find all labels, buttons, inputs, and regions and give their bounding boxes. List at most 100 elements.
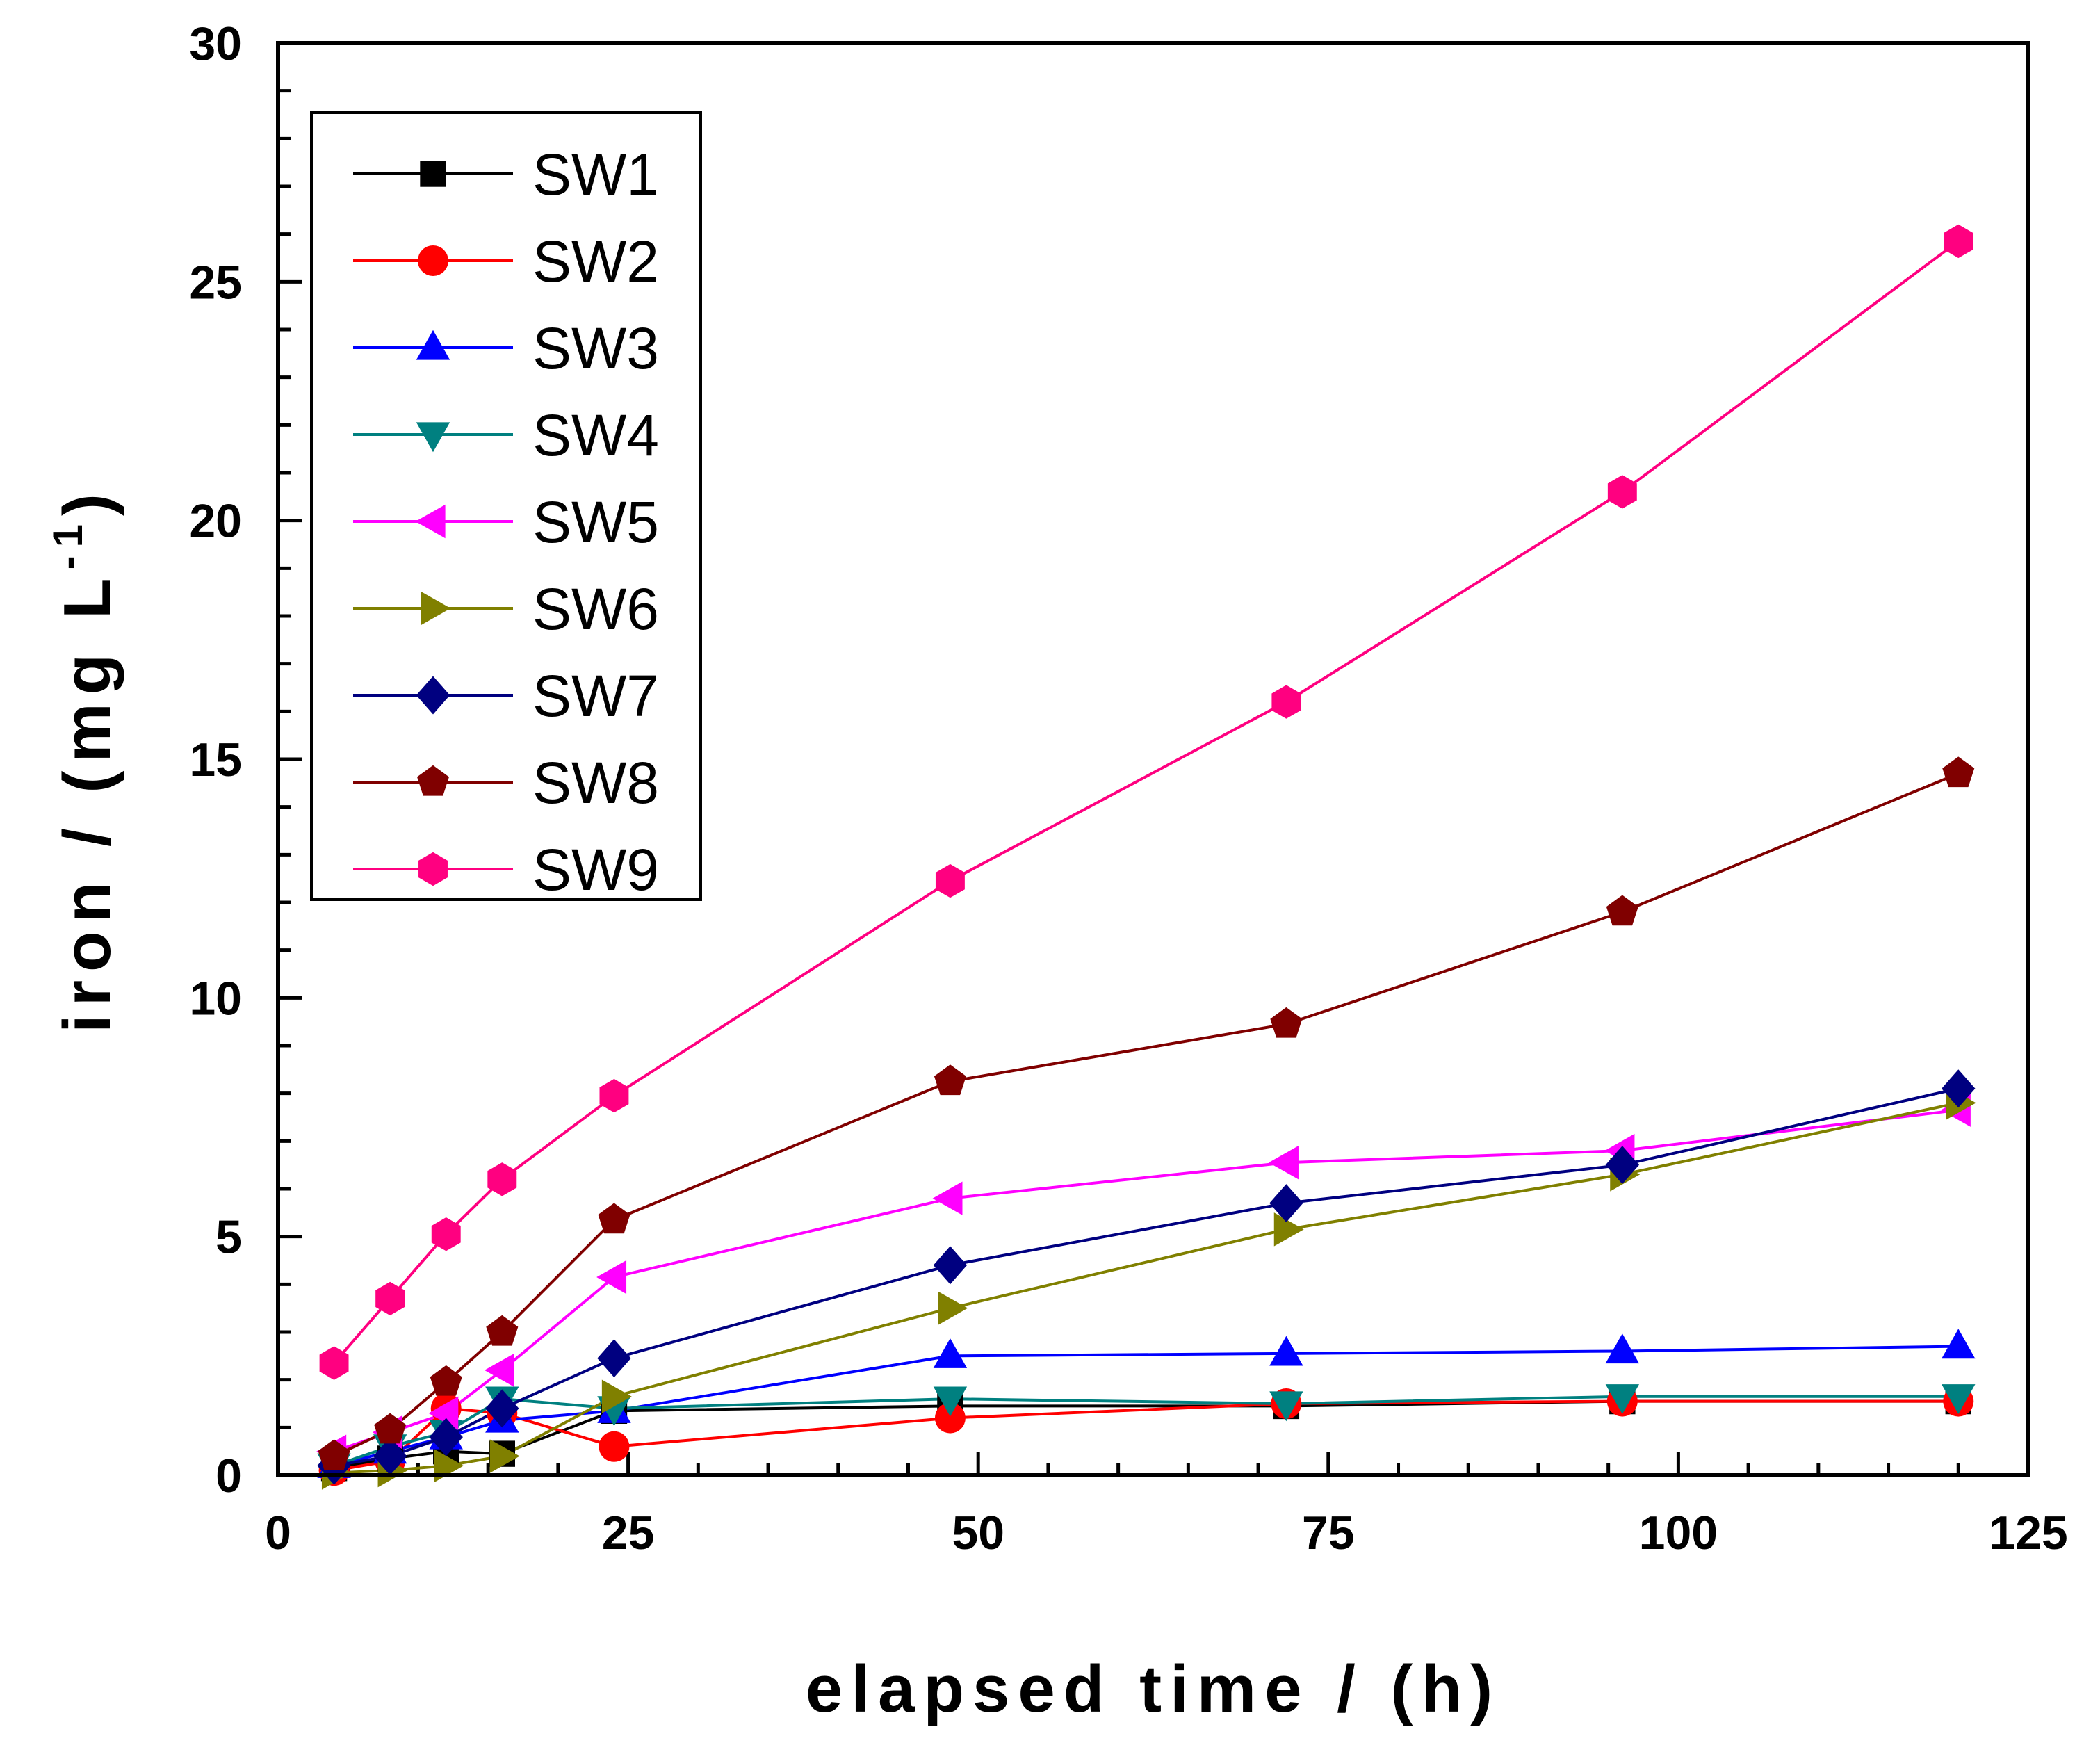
- data-point-sw9: [375, 1281, 405, 1316]
- series-points-sw7: [317, 1069, 1976, 1485]
- data-point-sw7: [1942, 1069, 1976, 1108]
- data-point-sw2: [599, 1431, 630, 1462]
- y-tick-label: 25: [189, 256, 242, 309]
- legend-item-sw1: SW1: [353, 142, 659, 207]
- legend-marker: [418, 852, 448, 886]
- legend-marker: [415, 504, 446, 539]
- data-point-sw8: [934, 1064, 966, 1096]
- tick-labels: 0 25 50 75 100 125 0 5 10 15 20 25 30: [189, 17, 2067, 1559]
- data-point-sw5: [428, 1396, 459, 1430]
- y-tick-label: 10: [189, 972, 242, 1025]
- data-point-sw3: [1269, 1336, 1303, 1366]
- data-point-sw6: [601, 1379, 632, 1413]
- data-point-sw7: [1269, 1184, 1303, 1223]
- data-point-sw9: [431, 1217, 461, 1251]
- legend-item-sw8: SW8: [353, 750, 659, 815]
- data-point-sw5: [932, 1181, 963, 1215]
- data-point-sw8: [1606, 895, 1638, 926]
- data-point-sw4: [1269, 1391, 1303, 1422]
- data-point-sw9: [1607, 475, 1637, 509]
- legend-item-sw7: SW7: [353, 663, 659, 729]
- data-point-sw9: [1271, 685, 1301, 719]
- data-point-sw8: [1270, 1007, 1303, 1038]
- legend-marker: [421, 591, 451, 626]
- legend-box: [310, 111, 702, 901]
- legend-label: SW4: [532, 403, 659, 468]
- data-point-sw3: [1942, 1329, 1976, 1359]
- data-point-sw5: [1269, 1146, 1299, 1180]
- legend-item-sw6: SW6: [353, 576, 659, 642]
- x-tick-label: 25: [602, 1507, 655, 1559]
- data-point-sw7: [485, 1389, 519, 1428]
- data-point-sw4: [1605, 1384, 1640, 1414]
- data-point-sw9: [599, 1078, 629, 1113]
- data-point-sw8: [318, 1439, 350, 1470]
- legend-label: SW8: [532, 750, 659, 815]
- data-point-sw8: [430, 1365, 462, 1396]
- legend-label: SW6: [532, 576, 659, 642]
- data-point-sw4: [1942, 1384, 1976, 1414]
- legend-item-sw4: SW4: [353, 403, 659, 468]
- data-point-sw7: [597, 1339, 631, 1378]
- data-point-sw7: [373, 1437, 407, 1476]
- data-point-sw9: [319, 1346, 349, 1380]
- data-point-sw7: [429, 1418, 463, 1456]
- y-tick-label: 30: [189, 17, 242, 70]
- data-point-sw8: [1942, 756, 1975, 788]
- legend-item-sw2: SW2: [353, 229, 659, 294]
- data-point-sw8: [374, 1413, 407, 1444]
- y-tick-label: 0: [215, 1450, 242, 1502]
- series-line-sw6: [334, 1101, 1959, 1475]
- legend-items: SW1 SW2 SW3 SW4 SW5 SW6 SW7 SW8 SW9: [353, 142, 659, 902]
- data-point-sw3: [1605, 1333, 1640, 1364]
- data-point-sw9: [935, 863, 965, 898]
- legend-label: SW1: [532, 142, 659, 207]
- x-axis-title: elapsed time / (h): [806, 1652, 1501, 1726]
- legend-item-sw3: SW3: [353, 316, 659, 381]
- legend-label: SW9: [532, 837, 659, 902]
- x-tick-label: 125: [1989, 1507, 2067, 1559]
- legend-item-sw5: SW5: [353, 489, 659, 555]
- x-tick-label: 0: [265, 1507, 291, 1559]
- data-point-sw4: [933, 1386, 968, 1417]
- y-axis-title-superscript: -1: [44, 516, 91, 569]
- legend-marker: [420, 161, 446, 187]
- legend-marker: [418, 245, 448, 276]
- data-point-sw6: [489, 1439, 520, 1473]
- data-point-sw7: [933, 1246, 968, 1285]
- legend-marker: [416, 330, 450, 360]
- data-point-sw3: [933, 1338, 968, 1368]
- legend-marker: [416, 765, 450, 796]
- y-axis-title-main: iron / (mg L: [50, 569, 124, 1033]
- legend-label: SW7: [532, 663, 659, 729]
- legend-label: SW3: [532, 316, 659, 381]
- x-tick-label: 50: [952, 1507, 1004, 1559]
- y-tick-label: 15: [189, 733, 242, 786]
- y-tick-label: 20: [189, 495, 242, 548]
- legend-label: SW2: [532, 229, 659, 294]
- legend-marker: [416, 676, 450, 715]
- data-point-sw7: [1605, 1146, 1640, 1185]
- y-tick-label: 5: [215, 1211, 242, 1264]
- y-axis-title-close: ): [50, 485, 124, 516]
- data-point-sw6: [1273, 1212, 1304, 1247]
- series-line-sw2: [334, 1399, 1959, 1472]
- plot-frame: [276, 41, 2030, 1477]
- series-points-sw8: [318, 756, 1975, 1470]
- data-point-sw9: [487, 1162, 517, 1196]
- y-axis-title: iron / (mg L-1): [44, 485, 124, 1033]
- legend-label: SW5: [532, 489, 659, 555]
- series-points-sw5: [316, 1093, 1971, 1468]
- x-tick-label: 100: [1639, 1507, 1718, 1559]
- data-point-sw5: [485, 1353, 514, 1388]
- data-point-sw8: [486, 1315, 519, 1346]
- legend: SW1 SW2 SW3 SW4 SW5 SW6 SW7 SW8 SW9: [310, 111, 702, 902]
- x-tick-label: 75: [1302, 1507, 1355, 1559]
- data-point-sw6: [938, 1291, 968, 1325]
- data-point-sw9: [1944, 224, 1973, 259]
- series-points-sw9: [319, 224, 1973, 1380]
- legend-item-sw9: SW9: [353, 837, 659, 902]
- legend-marker: [416, 422, 450, 453]
- data-point-sw5: [596, 1260, 627, 1294]
